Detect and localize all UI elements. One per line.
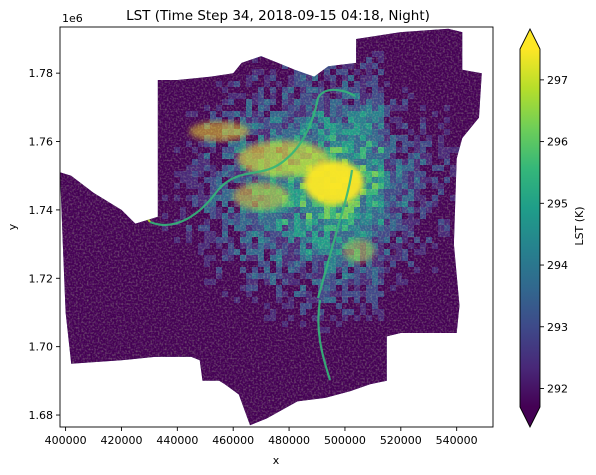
x-tick-label: 400000 bbox=[45, 434, 87, 447]
colorbar-tick-label: 294 bbox=[547, 259, 568, 272]
y-tick-label: 1.70 bbox=[29, 341, 54, 354]
y-tick-label: 1.68 bbox=[29, 409, 54, 422]
colorbar-frame bbox=[519, 27, 541, 429]
y-tick-label: 1.76 bbox=[29, 136, 54, 149]
x-tick-label: 480000 bbox=[268, 434, 310, 447]
x-tick-label: 460000 bbox=[212, 434, 254, 447]
y-tick-label: 1.78 bbox=[29, 67, 54, 80]
colorbar-tick-label: 295 bbox=[547, 197, 568, 210]
chart-title: LST (Time Step 34, 2018-09-15 04:18, Nig… bbox=[126, 8, 430, 24]
colorbar-tick-label: 297 bbox=[547, 74, 568, 87]
x-tick-label: 420000 bbox=[100, 434, 142, 447]
colorbar-tick-label: 296 bbox=[547, 136, 568, 149]
plot-frame bbox=[59, 26, 494, 428]
y-offset-label: 1e6 bbox=[62, 12, 83, 25]
colorbar: 292 293 294 295 296 297 bbox=[519, 27, 568, 429]
colorbar-tick-label: 293 bbox=[547, 321, 568, 334]
y-axis: 1.68 1.70 1.72 1.74 1.76 1.78 bbox=[29, 67, 60, 422]
x-axis: 400000 420000 440000 460000 480000 500000 5200… bbox=[45, 427, 478, 447]
x-tick-label: 500000 bbox=[324, 434, 366, 447]
x-tick-label: 520000 bbox=[380, 434, 422, 447]
colorbar-tick-label: 292 bbox=[547, 382, 568, 395]
x-axis-label: x bbox=[273, 454, 280, 467]
y-tick-label: 1.72 bbox=[29, 272, 54, 285]
plot-area bbox=[59, 26, 494, 428]
colorbar-gradient bbox=[520, 49, 540, 407]
colorbar-extend-max bbox=[520, 29, 540, 49]
colorbar-extend-min bbox=[520, 407, 540, 427]
x-tick-label: 540000 bbox=[436, 434, 478, 447]
y-axis-label: y bbox=[6, 223, 19, 230]
y-tick-label: 1.74 bbox=[29, 204, 54, 217]
x-tick-label: 440000 bbox=[156, 434, 198, 447]
colorbar-label: LST (K) bbox=[573, 206, 586, 245]
urban-hot-area bbox=[189, 121, 375, 263]
